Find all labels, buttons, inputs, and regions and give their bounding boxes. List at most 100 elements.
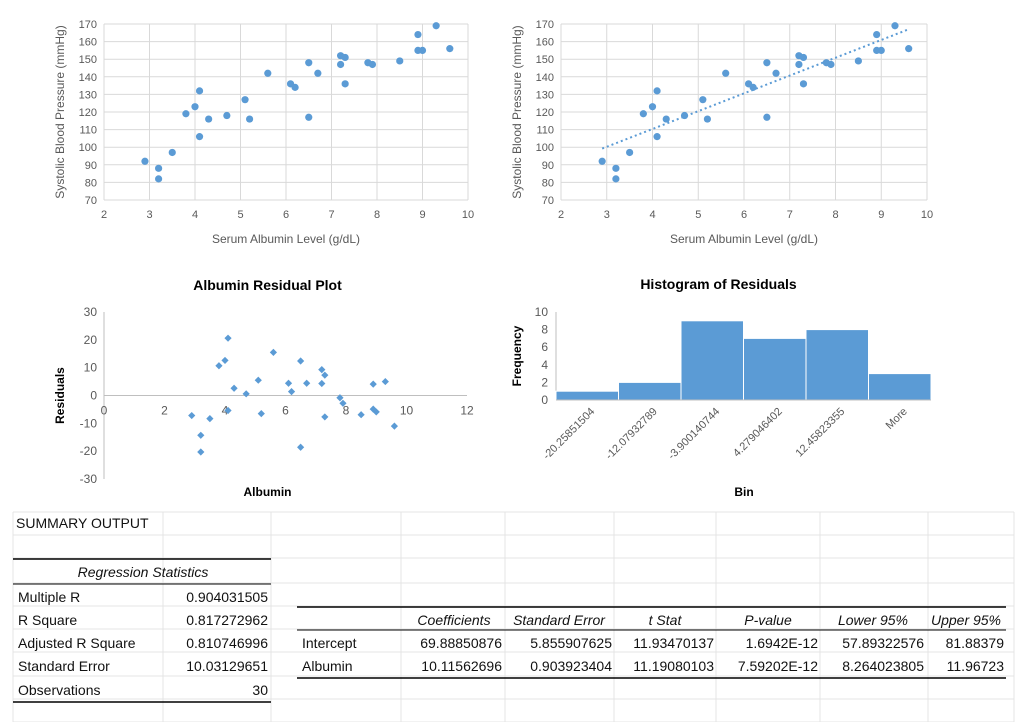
y-tick-label: 20 — [84, 333, 98, 347]
data-point — [205, 115, 213, 123]
data-point — [432, 22, 440, 30]
data-point — [653, 87, 661, 95]
data-point — [369, 405, 377, 413]
data-point — [854, 57, 862, 65]
data-point — [155, 175, 163, 183]
data-point — [368, 60, 377, 69]
stat-label[interactable]: R Square — [18, 612, 78, 628]
data-point — [321, 413, 329, 421]
y-tick-label: 80 — [85, 177, 97, 189]
data-point — [155, 164, 163, 172]
stat-value[interactable]: 0.817272962 — [186, 612, 268, 628]
y-tick-label: 150 — [79, 54, 97, 66]
coef-value[interactable]: 0.903923404 — [530, 658, 612, 674]
x-tick-label: 7 — [787, 209, 793, 221]
x-tick-label: 4 — [649, 209, 655, 221]
stat-label[interactable]: Observations — [18, 682, 101, 698]
coef-header[interactable]: Standard Error — [513, 612, 605, 628]
data-point — [297, 357, 305, 365]
coef-value[interactable]: 8.264023805 — [842, 658, 924, 674]
data-point — [763, 59, 771, 67]
histogram-bar — [680, 320, 744, 401]
histogram-bar — [868, 373, 932, 401]
coef-row-label[interactable]: Intercept — [302, 635, 357, 651]
coef-header[interactable]: Upper 95% — [930, 612, 1002, 628]
x-tick-label: 8 — [343, 404, 350, 418]
stat-value[interactable]: 30 — [252, 682, 268, 698]
regression-stats-header[interactable]: Regression Statistics — [77, 564, 209, 580]
y-axis-title: Residuals — [53, 367, 67, 424]
coef-value[interactable]: 7.59202E-12 — [737, 658, 818, 674]
data-point — [341, 80, 349, 88]
data-point — [314, 69, 322, 77]
y-tick-label: 30 — [84, 305, 98, 319]
data-point — [297, 443, 305, 451]
stat-label[interactable]: Adjusted R Square — [18, 635, 136, 651]
coef-value[interactable]: 11.19080103 — [633, 658, 714, 674]
data-point — [305, 113, 313, 121]
data-point — [905, 45, 913, 53]
data-point — [221, 356, 229, 365]
stat-label[interactable]: Multiple R — [18, 589, 81, 605]
data-point — [381, 377, 389, 386]
coef-value[interactable]: 1.6942E-12 — [745, 635, 818, 651]
y-tick-label: 160 — [79, 37, 97, 49]
data-point — [195, 133, 204, 141]
residual-plot: -30-20-100102030024681012Albumin Residua… — [53, 277, 474, 499]
y-tick-label: 100 — [536, 142, 554, 154]
coef-value[interactable]: 10.11562696 — [421, 658, 502, 674]
y-tick-label: -30 — [80, 472, 98, 486]
y-tick-label: 0 — [90, 389, 97, 403]
x-tick-label: 3 — [604, 209, 610, 221]
stat-label[interactable]: Standard Error — [18, 658, 110, 674]
coef-value[interactable]: 57.89322576 — [842, 635, 924, 651]
x-tick-label: 5 — [695, 209, 701, 221]
data-point — [418, 46, 427, 55]
data-point — [357, 411, 365, 419]
coef-header[interactable]: P-value — [744, 612, 792, 628]
data-point — [653, 133, 661, 141]
coef-row-label[interactable]: Albumin — [302, 658, 353, 674]
data-point — [215, 362, 223, 370]
stat-value[interactable]: 0.904031505 — [186, 589, 268, 605]
data-point — [799, 80, 808, 88]
stat-value[interactable]: 10.03129651 — [186, 658, 268, 674]
coef-value[interactable]: 69.88850876 — [420, 635, 502, 651]
data-point — [799, 53, 808, 62]
y-tick-label: 110 — [79, 125, 97, 137]
histogram-bar — [805, 329, 869, 401]
coef-value[interactable]: 81.88379 — [945, 635, 1004, 651]
coef-value[interactable]: 11.96723 — [946, 658, 1004, 674]
data-point — [772, 69, 780, 77]
x-tick-label: 10 — [462, 209, 474, 221]
y-tick-label: 10 — [84, 361, 98, 375]
stat-value[interactable]: 0.810746996 — [186, 635, 268, 651]
x-tick-label: 8 — [374, 209, 380, 221]
data-point — [141, 157, 149, 165]
data-point — [390, 422, 398, 430]
data-point — [612, 164, 620, 172]
data-point — [763, 113, 771, 121]
x-tick-label: 8 — [832, 209, 838, 221]
x-tick-label: 10 — [400, 404, 414, 418]
coef-header[interactable]: Coefficients — [417, 612, 491, 628]
y-tick-label: 140 — [79, 72, 97, 84]
data-point — [284, 379, 293, 387]
data-point — [795, 60, 803, 69]
data-point — [191, 103, 199, 111]
coef-header[interactable]: t Stat — [648, 612, 682, 628]
y-tick-label: 90 — [85, 160, 97, 172]
coef-header[interactable]: Lower 95% — [837, 612, 909, 628]
data-point — [206, 415, 214, 423]
y-tick-label: 70 — [85, 195, 97, 207]
data-point — [703, 115, 712, 123]
data-point — [722, 69, 730, 77]
x-tick-label: 0 — [101, 404, 108, 418]
y-tick-label: 0 — [541, 393, 548, 407]
coef-value[interactable]: 5.855907625 — [530, 635, 612, 651]
coef-value[interactable]: 11.93470137 — [633, 635, 714, 651]
x-tick-label: 4 — [192, 209, 198, 221]
y-tick-label: 170 — [536, 19, 554, 31]
summary-title[interactable]: SUMMARY OUTPUT — [16, 515, 149, 531]
data-point — [168, 148, 176, 157]
